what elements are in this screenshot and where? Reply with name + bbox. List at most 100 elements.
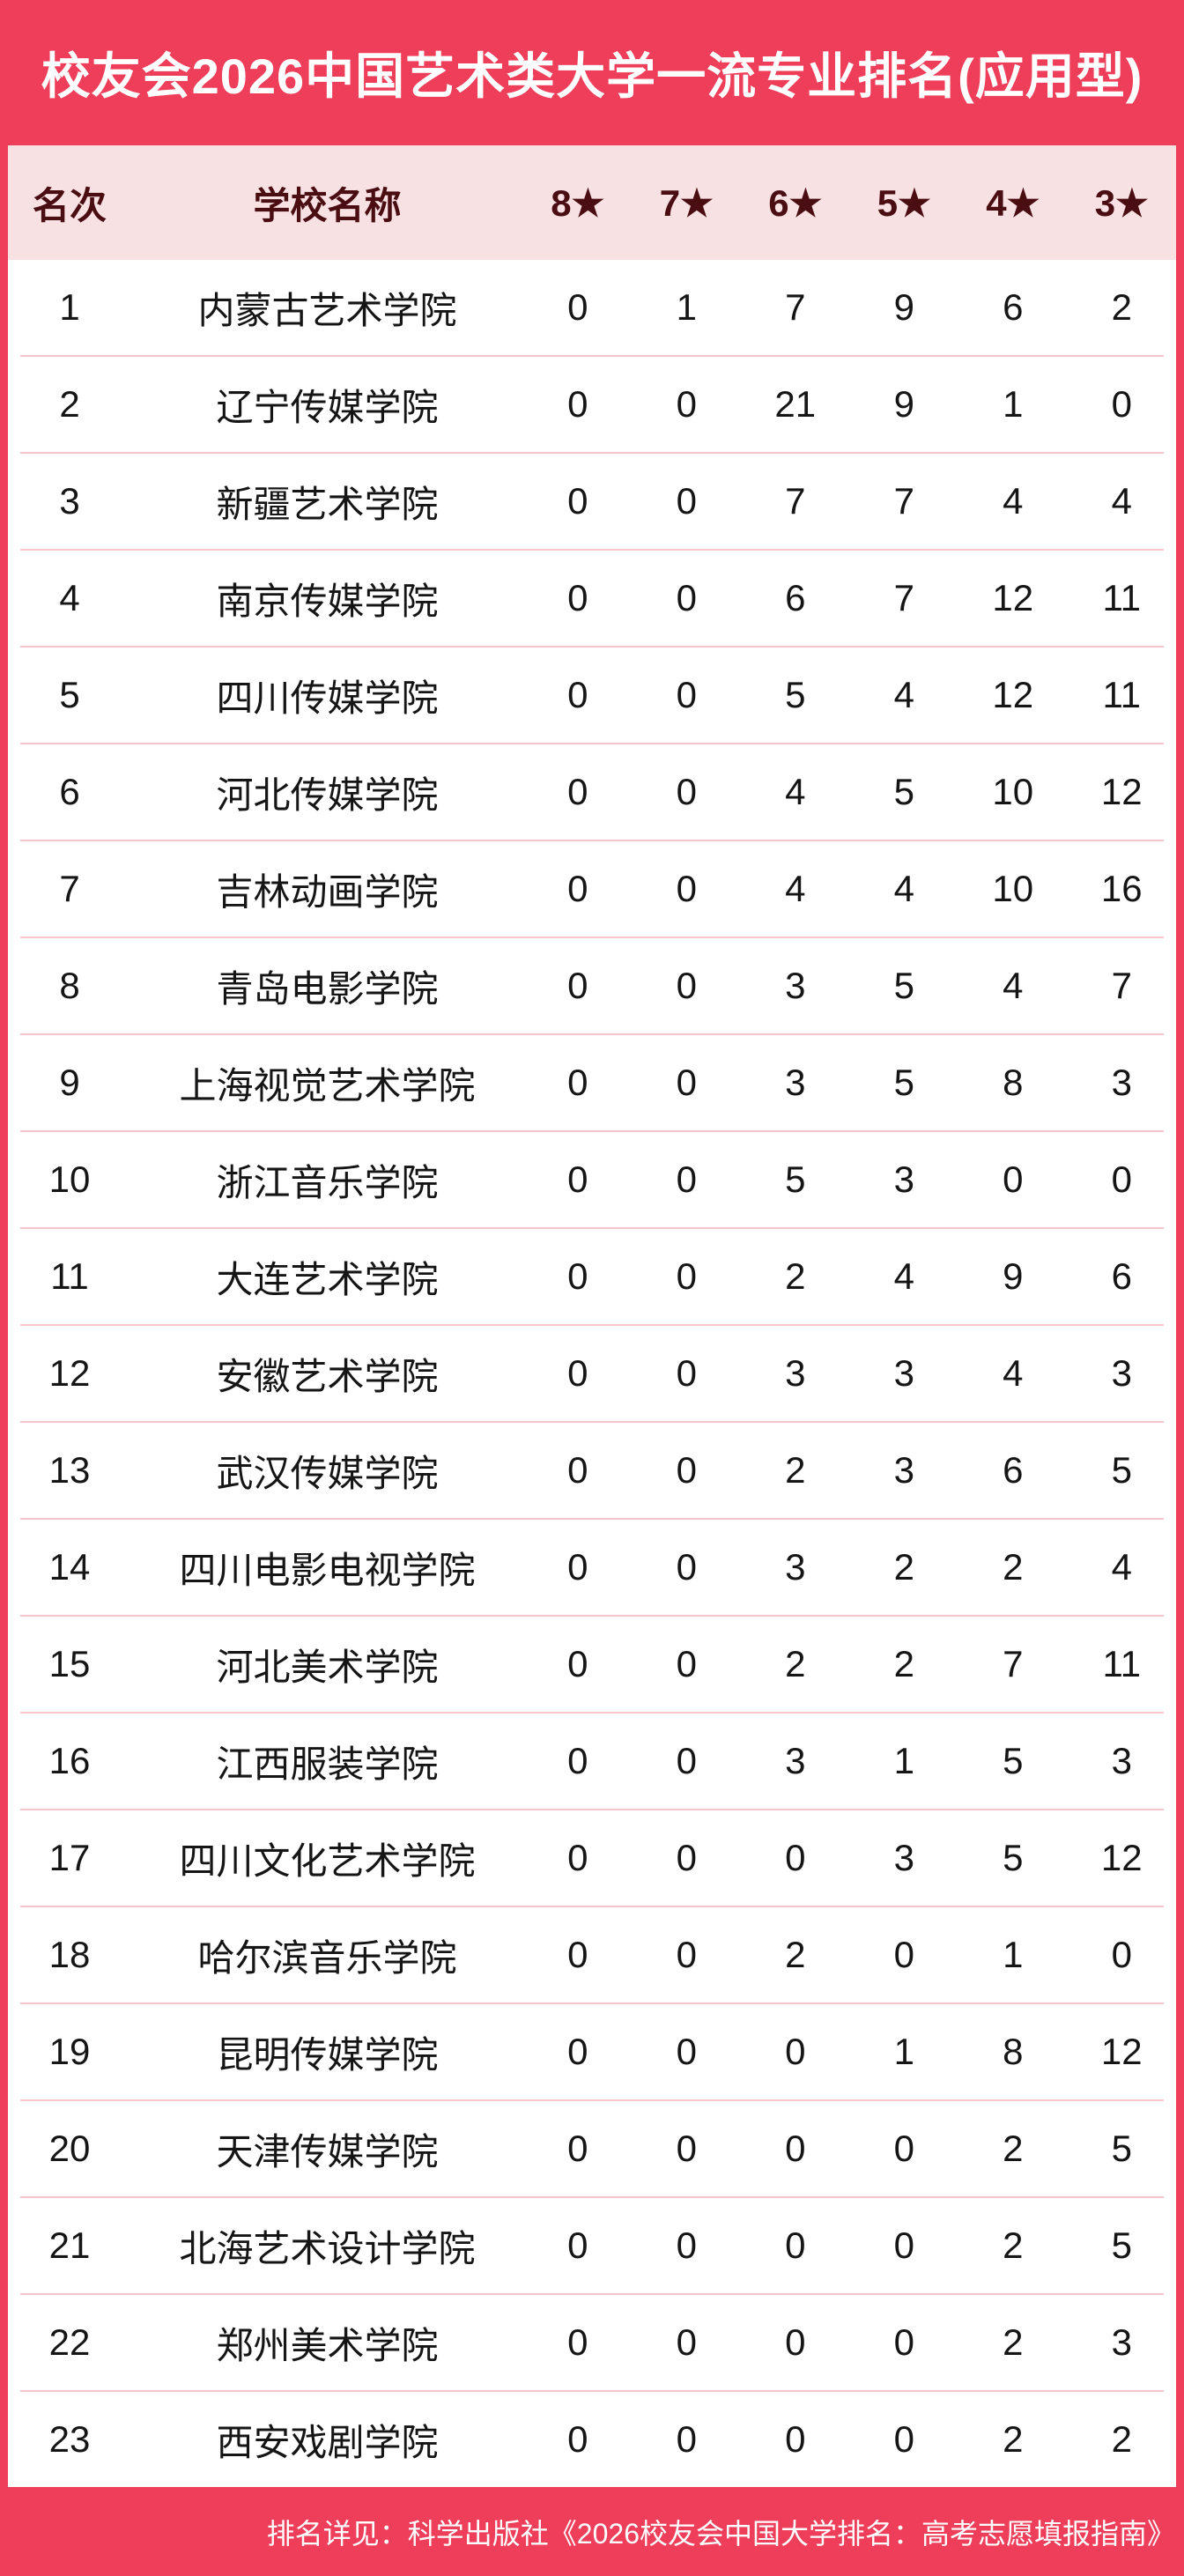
cell-4-star-count: 4 [1003, 1352, 1024, 1394]
cell-school-name: 青岛电影学院 [216, 967, 439, 1010]
cell-8-star-count: 0 [567, 1158, 588, 1200]
table-body: 1 内蒙古艺术学院 0 1 7 9 6 2 2 辽宁传媒学院 0 0 21 9 1 0 3 新疆艺术学院 0 0 7 7 4… [8, 260, 1176, 2487]
table-row: 7 吉林动画学院 0 0 4 4 10 16 [8, 841, 1176, 936]
row-separator [20, 1421, 1164, 1423]
row-separator [20, 646, 1164, 648]
col-header-rank: 名次 [32, 184, 107, 226]
cell-rank: 13 [48, 1449, 91, 1491]
row-separator [20, 2002, 1164, 2004]
cell-7-star-count: 0 [676, 1062, 697, 1103]
cell-school-name: 河北传媒学院 [216, 774, 439, 816]
cell-4-star-count: 4 [1003, 965, 1024, 1006]
cell-8-star-count: 0 [567, 577, 588, 618]
cell-7-star-count: 0 [676, 2031, 697, 2072]
cell-school-name: 哈尔滨音乐学院 [197, 1936, 457, 1979]
table-row: 15 河北美术学院 0 0 2 2 7 11 [8, 1617, 1176, 1712]
row-separator [20, 1324, 1164, 1326]
table-row: 4 南京传媒学院 0 0 6 7 12 11 [8, 551, 1176, 646]
table-row: 20 天津传媒学院 0 0 0 0 2 5 [8, 2101, 1176, 2196]
cell-8-star-count: 0 [567, 965, 588, 1006]
cell-6-star-count: 7 [785, 480, 806, 522]
cell-6-star-count: 3 [785, 1546, 806, 1588]
cell-school-name: 吉林动画学院 [216, 870, 439, 913]
cell-7-star-count: 0 [676, 674, 697, 715]
row-separator [20, 355, 1164, 357]
cell-5-star-count: 3 [893, 1352, 914, 1394]
cell-rank: 15 [48, 1643, 91, 1684]
cell-3-star-count: 2 [1111, 286, 1132, 328]
cell-school-name: 浙江音乐学院 [216, 1161, 439, 1203]
table-row: 3 新疆艺术学院 0 0 7 7 4 4 [8, 454, 1176, 549]
table-row: 2 辽宁传媒学院 0 0 21 9 1 0 [8, 357, 1176, 452]
cell-5-star-count: 5 [893, 771, 914, 812]
cell-4-star-count: 4 [1003, 480, 1024, 522]
cell-6-star-count: 3 [785, 965, 806, 1006]
cell-rank: 5 [59, 674, 80, 715]
cell-3-star-count: 6 [1111, 1255, 1132, 1297]
cell-7-star-count: 0 [676, 1352, 697, 1394]
cell-4-star-count: 2 [1003, 2224, 1024, 2266]
row-separator [20, 1906, 1164, 1907]
ranking-table: 名次 学校名称 8★ 7★ 6★ 5★ 4★ 3★ 1 内蒙古艺术学院 0 1 7 9 6 2 2 辽宁传媒学院… [8, 145, 1176, 2487]
cell-8-star-count: 0 [567, 383, 588, 425]
cell-3-star-count: 5 [1111, 1449, 1132, 1491]
cell-5-star-count: 9 [893, 286, 914, 328]
cell-3-star-count: 11 [1102, 674, 1142, 715]
cell-8-star-count: 0 [567, 1449, 588, 1491]
cell-3-star-count: 5 [1111, 2224, 1132, 2266]
cell-5-star-count: 2 [893, 1546, 914, 1588]
cell-7-star-count: 0 [676, 383, 697, 425]
cell-3-star-count: 12 [1100, 771, 1143, 812]
cell-rank: 17 [48, 1837, 91, 1878]
cell-rank: 8 [59, 965, 80, 1006]
cell-4-star-count: 12 [992, 674, 1034, 715]
cell-5-star-count: 7 [893, 577, 914, 618]
cell-8-star-count: 0 [567, 2224, 588, 2266]
cell-7-star-count: 0 [676, 868, 697, 909]
cell-8-star-count: 0 [567, 1062, 588, 1103]
cell-6-star-count: 2 [785, 1643, 806, 1684]
cell-3-star-count: 3 [1111, 1352, 1132, 1394]
cell-4-star-count: 2 [1003, 2418, 1024, 2460]
cell-6-star-count: 0 [785, 2321, 806, 2363]
table-row: 8 青岛电影学院 0 0 3 5 4 7 [8, 938, 1176, 1033]
cell-3-star-count: 0 [1111, 1934, 1132, 1975]
cell-school-name: 西安戏剧学院 [216, 2421, 439, 2463]
col-header-7-star: 7★ [659, 181, 714, 224]
table-row: 13 武汉传媒学院 0 0 2 3 6 5 [8, 1423, 1176, 1518]
cell-8-star-count: 0 [567, 771, 588, 812]
cell-rank: 16 [48, 1740, 91, 1781]
cell-6-star-count: 2 [785, 1934, 806, 1975]
row-separator [20, 1227, 1164, 1229]
cell-school-name: 南京传媒学院 [216, 580, 439, 622]
cell-rank: 6 [59, 771, 80, 812]
cell-7-star-count: 0 [676, 1934, 697, 1975]
cell-school-name: 天津传媒学院 [216, 2130, 439, 2173]
table-row: 18 哈尔滨音乐学院 0 0 2 0 1 0 [8, 1907, 1176, 2002]
cell-7-star-count: 0 [676, 965, 697, 1006]
cell-7-star-count: 0 [676, 1546, 697, 1588]
cell-school-name: 昆明传媒学院 [216, 2033, 439, 2076]
cell-6-star-count: 2 [785, 1255, 806, 1297]
col-header-5-star: 5★ [877, 181, 931, 224]
table-row: 12 安徽艺术学院 0 0 3 3 4 3 [8, 1326, 1176, 1421]
col-header-school: 学校名称 [253, 184, 402, 226]
row-separator [20, 1518, 1164, 1520]
cell-7-star-count: 0 [676, 1449, 697, 1491]
cell-7-star-count: 0 [676, 1255, 697, 1297]
row-separator [20, 2293, 1164, 2295]
row-separator [20, 1033, 1164, 1035]
cell-school-name: 河北美术学院 [216, 1646, 439, 1688]
cell-8-star-count: 0 [567, 1352, 588, 1394]
cell-4-star-count: 12 [992, 577, 1034, 618]
cell-8-star-count: 0 [567, 286, 588, 328]
cell-school-name: 安徽艺术学院 [216, 1355, 439, 1397]
cell-6-star-count: 0 [785, 2031, 806, 2072]
cell-5-star-count: 5 [893, 965, 914, 1006]
cell-8-star-count: 0 [567, 1934, 588, 1975]
footer-bar: 排名详见：科学出版社《2026校友会中国大学排名：高考志愿填报指南》 [0, 2487, 1184, 2576]
cell-6-star-count: 7 [785, 286, 806, 328]
cell-8-star-count: 0 [567, 674, 588, 715]
table-header-row: 名次 学校名称 8★ 7★ 6★ 5★ 4★ 3★ [8, 145, 1176, 260]
cell-3-star-count: 3 [1111, 1740, 1132, 1781]
